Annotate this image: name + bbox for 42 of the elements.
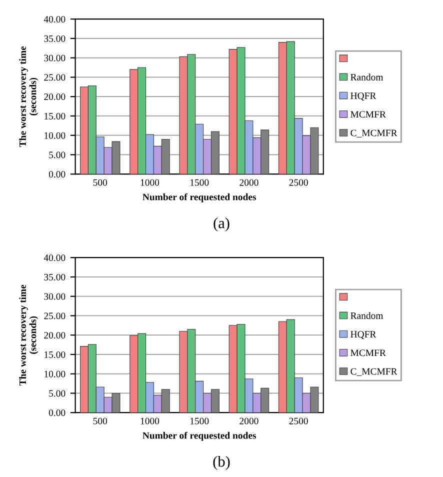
- legend-label: HQFR: [350, 331, 376, 340]
- x-tick-label: 1000: [140, 418, 160, 424]
- y-tick-label: 35.00: [44, 274, 66, 280]
- legend-label: Random: [350, 312, 384, 319]
- y-tick-label: 30.00: [44, 293, 66, 300]
- y-tick-label: 5.00: [49, 390, 66, 397]
- y-tick-label: 25.00: [44, 312, 66, 320]
- legend-label: MCMFR: [350, 350, 386, 356]
- y-tick-label: 35.00: [44, 35, 66, 42]
- y-tick-label: 30.00: [44, 54, 66, 62]
- x-axis-title: Number of requested nodes: [142, 193, 256, 202]
- text: (a): [214, 217, 230, 232]
- legend-label: C_MCMFR: [350, 368, 398, 376]
- text: (b): [213, 456, 230, 470]
- y-tick-label: 0.00: [48, 410, 66, 416]
- legend-label: MCMFR: [350, 111, 386, 118]
- y-tick-label: 5.00: [49, 152, 66, 158]
- y-tick-label: 40.00: [44, 16, 66, 23]
- y-axis-title: The worst recovery time (seconds): [19, 46, 38, 147]
- y-tick-label: 0.00: [48, 171, 66, 178]
- x-tick-label: 500: [93, 418, 108, 424]
- x-tick-label: 2500: [289, 179, 308, 186]
- legend-label: Random: [350, 74, 384, 80]
- y-tick-label: 15.00: [44, 112, 66, 120]
- x-tick-label: 1500: [190, 179, 209, 186]
- x-axis-title: Number of requested nodes: [142, 432, 256, 441]
- x-tick-label: 2500: [289, 418, 308, 424]
- x-tick-label: 500: [93, 179, 108, 186]
- y-tick-label: 10.00: [44, 132, 66, 139]
- y-tick-label: 20.00: [44, 332, 66, 339]
- legend-label: HQFR: [350, 92, 376, 101]
- legend-label: C_MCMFR: [350, 130, 398, 138]
- x-tick-label: 1500: [190, 418, 209, 424]
- y-tick-label: 25.00: [44, 74, 66, 81]
- y-axis-title: The worst recovery time (seconds): [19, 284, 38, 386]
- y-tick-label: 10.00: [44, 370, 66, 378]
- y-tick-label: 20.00: [44, 94, 66, 100]
- y-tick-label: 40.00: [44, 254, 66, 262]
- x-tick-label: 2000: [240, 418, 258, 424]
- x-tick-label: 2000: [240, 179, 258, 186]
- y-tick-label: 15.00: [44, 351, 66, 358]
- x-tick-label: 1000: [140, 179, 160, 186]
